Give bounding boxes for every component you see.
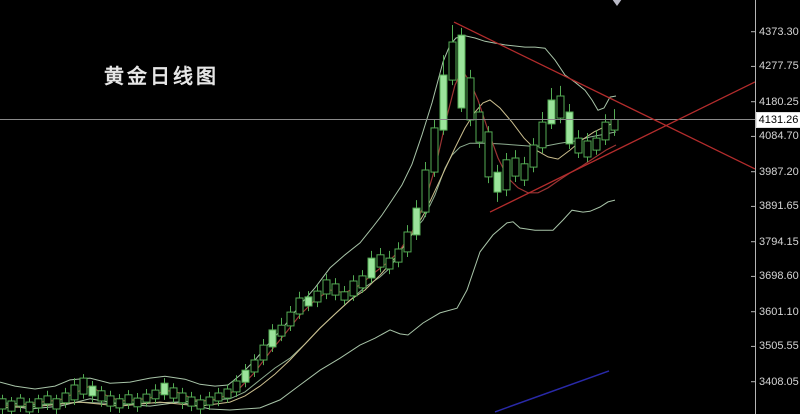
axis-price-label: 3987.20 xyxy=(759,166,799,178)
candle-body xyxy=(592,137,601,151)
candle-body xyxy=(493,171,502,193)
candle-body xyxy=(547,99,556,125)
candle-body xyxy=(322,279,331,295)
axis-price-label: 4277.75 xyxy=(759,60,799,72)
candle-body xyxy=(520,163,529,181)
candle-body xyxy=(556,95,565,119)
cursor-diamond-marker xyxy=(612,0,622,6)
candle-body xyxy=(466,77,475,121)
axis-price-label: 4373.30 xyxy=(759,26,799,38)
candle-body xyxy=(574,137,583,154)
candle-body xyxy=(151,389,160,400)
candle-body xyxy=(367,257,376,279)
axis-price-label: 3601.10 xyxy=(759,306,799,318)
candle-body xyxy=(430,127,439,173)
descending-resistance-line[interactable] xyxy=(453,21,756,170)
khaki-ma xyxy=(0,99,617,409)
axis-price-label: 3794.15 xyxy=(759,236,799,248)
candle-body xyxy=(205,396,214,406)
candle-body xyxy=(160,382,169,396)
candle-body xyxy=(376,254,385,268)
axis-price-label: 3698.60 xyxy=(759,270,799,282)
candle-body xyxy=(250,359,259,373)
candle-body xyxy=(169,387,178,399)
candle-body xyxy=(277,324,286,337)
ascending-support-line[interactable] xyxy=(489,81,756,213)
candle-body xyxy=(583,140,592,158)
candle-body xyxy=(241,369,250,383)
candle-body xyxy=(25,401,34,413)
candle-body xyxy=(412,207,421,236)
candle-body xyxy=(295,297,304,315)
candle-body xyxy=(340,291,349,301)
candle-body xyxy=(457,34,466,109)
candle-body xyxy=(214,392,223,402)
axis-price-label: 3408.05 xyxy=(759,376,799,388)
chart-title: 黄金日线图 xyxy=(104,66,219,88)
candle-body xyxy=(259,344,268,361)
candle-body xyxy=(439,74,448,131)
candle-body xyxy=(16,397,25,407)
candle-body xyxy=(0,398,7,410)
candle-body xyxy=(448,41,457,81)
blue-trend-line[interactable] xyxy=(494,370,610,413)
axis-price-label: 4180.25 xyxy=(759,96,799,108)
candle-body xyxy=(124,394,133,405)
candle-body xyxy=(187,396,196,407)
candle-body xyxy=(268,329,277,348)
candle-body xyxy=(421,169,430,213)
candle-body xyxy=(538,121,547,149)
candle-body xyxy=(511,157,520,177)
candle-body xyxy=(52,398,61,410)
candle-body xyxy=(106,395,115,407)
candle-body xyxy=(601,121,610,141)
candle-body xyxy=(286,311,295,327)
candle-body xyxy=(7,400,16,412)
axis-price-label: 3505.55 xyxy=(759,340,799,352)
candle-body xyxy=(385,257,394,270)
current-price-badge: 4131.26 xyxy=(756,112,800,128)
candle-body xyxy=(142,393,151,403)
candle-body xyxy=(529,144,538,168)
candle-body xyxy=(475,111,484,143)
candle-body xyxy=(349,280,358,297)
candle-body xyxy=(61,392,70,404)
candle-body xyxy=(133,397,142,408)
candle-body xyxy=(502,159,511,191)
candle-body xyxy=(304,296,313,307)
candle-body xyxy=(115,398,124,409)
candle-body xyxy=(79,377,88,395)
candle-body xyxy=(178,392,187,404)
candle-body xyxy=(223,388,232,399)
candle-body xyxy=(358,275,367,289)
candle-body xyxy=(313,290,322,303)
candle-body xyxy=(403,231,412,253)
candle-body xyxy=(43,395,52,405)
candle-body xyxy=(331,283,340,296)
candle-body xyxy=(610,119,619,131)
axis-price-label: 4084.70 xyxy=(759,130,799,142)
candle-body xyxy=(34,398,43,409)
candle-body xyxy=(70,384,79,401)
candle-body xyxy=(232,380,241,393)
candle-body xyxy=(394,248,403,263)
candle-body xyxy=(565,111,574,145)
candle-body xyxy=(97,390,106,402)
candle-body xyxy=(484,131,493,178)
red-ma xyxy=(0,68,617,407)
candle-body xyxy=(196,399,205,410)
axis-price-label: 3891.65 xyxy=(759,200,799,212)
upper-band xyxy=(0,35,617,390)
candle-body xyxy=(88,385,97,397)
